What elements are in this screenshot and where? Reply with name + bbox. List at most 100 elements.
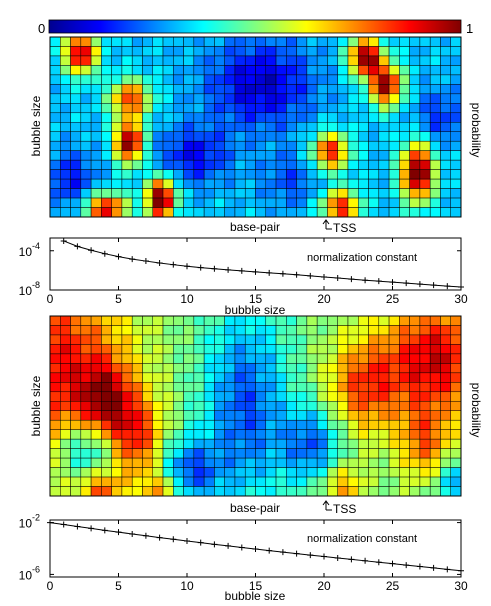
heatmap-top-cell <box>142 159 154 170</box>
heatmap-bottom-cell <box>244 344 256 355</box>
heatmap-top-cell <box>193 84 205 95</box>
heatmap-bottom-cell <box>142 401 154 411</box>
heatmap-top-cell <box>193 188 205 199</box>
heatmap-top-cell <box>101 197 112 208</box>
heatmap-top-cell <box>131 46 143 57</box>
heatmap-bottom-cell <box>80 438 92 449</box>
heatmap-bottom-cell <box>419 401 431 411</box>
heatmap-top-cell <box>440 46 451 57</box>
heatmap-top-cell <box>60 140 71 151</box>
heatmap-bottom-cell <box>450 438 462 449</box>
heatmap-top-cell <box>49 150 61 161</box>
heatmap-top-cell <box>142 103 154 114</box>
heatmap-bottom-cell <box>244 467 256 478</box>
heatmap-bottom-cell <box>224 429 236 440</box>
heatmap-bottom-cell <box>80 391 92 402</box>
normalization-plot-bottom-title: normalization constant <box>307 533 417 545</box>
heatmap-bottom-cell <box>316 401 328 411</box>
heatmap-top-cell <box>409 122 421 132</box>
heatmap-bottom-cell <box>173 429 184 440</box>
heatmap-bottom-cell <box>388 457 400 468</box>
normalization-plot-top-point <box>170 261 177 268</box>
heatmap-top-cell <box>162 122 174 132</box>
heatmap-bottom-cell <box>244 410 256 421</box>
heatmap-top-cell <box>111 159 123 170</box>
heatmap-top-cell <box>440 140 451 151</box>
heatmap-bottom-cell <box>49 344 61 355</box>
heatmap-bottom-cell <box>162 315 174 326</box>
heatmap-bottom-cell <box>399 476 410 487</box>
heatmap-bottom-cell <box>358 344 369 355</box>
heatmap-top-cell <box>101 122 112 132</box>
heatmap-top-cell <box>275 207 287 218</box>
heatmap-top-cell <box>358 188 369 199</box>
heatmap-bottom-cell <box>440 438 451 449</box>
heatmap-top-cell <box>429 103 441 114</box>
heatmap-top-cell <box>399 46 410 57</box>
heatmap-top-cell <box>429 36 441 47</box>
heatmap-bottom-cell <box>193 410 205 421</box>
heatmap-top-cell <box>173 159 184 170</box>
heatmap-top-cell <box>255 65 267 76</box>
heatmap-bottom-cell <box>224 382 236 393</box>
heatmap-top-cell <box>296 131 308 142</box>
heatmap-bottom-cell <box>131 363 143 374</box>
heatmap-bottom-cell <box>80 457 92 468</box>
heatmap-top-cell <box>90 188 102 199</box>
heatmap-bottom-cell <box>131 315 143 326</box>
heatmap-bottom-cell <box>378 344 390 355</box>
heatmap-top-cell <box>142 131 154 142</box>
heatmap-bottom-cell <box>49 486 61 497</box>
heatmap-top-cell <box>203 207 215 218</box>
heatmap-top-cell <box>142 93 154 104</box>
heatmap-top-cell <box>327 169 338 180</box>
heatmap-bottom-cell <box>419 457 431 468</box>
heatmap-bottom-cell <box>368 410 380 421</box>
heatmap-top-cell <box>286 169 297 180</box>
heatmap-bottom-cell <box>203 391 215 402</box>
heatmap-bottom-cell <box>121 391 133 402</box>
heatmap-top-cell <box>162 207 174 218</box>
heatmap-top-cell <box>316 188 328 199</box>
heatmap-top-cell <box>214 169 225 180</box>
heatmap-top-cell <box>255 169 267 180</box>
heatmap-top-cell <box>121 150 133 161</box>
heatmap-top-cell <box>162 55 174 66</box>
heatmap-top-cell <box>244 103 256 114</box>
heatmap-top-cell <box>90 84 102 95</box>
heatmap-top-cell <box>173 46 184 57</box>
heatmap-bottom-cell <box>286 429 297 440</box>
heatmap-bottom-cell <box>193 419 205 430</box>
heatmap-top-cell <box>203 55 215 66</box>
heatmap-bottom-cell <box>60 401 71 411</box>
heatmap-top-cell <box>49 65 61 76</box>
heatmap-bottom-cell <box>255 476 267 487</box>
heatmap-bottom-cell <box>60 429 71 440</box>
heatmap-top-cell <box>440 93 451 104</box>
heatmap-top-cell <box>234 159 246 170</box>
heatmap-bottom-cell <box>131 382 143 393</box>
heatmap-top-cell <box>49 140 61 151</box>
heatmap-top-cell <box>450 197 462 208</box>
heatmap-bottom-cell <box>203 410 215 421</box>
heatmap-bottom-cell <box>90 410 102 421</box>
heatmap-bottom-cell <box>121 419 133 430</box>
heatmap-top-cell <box>306 197 318 208</box>
heatmap-bottom-cell <box>388 344 400 355</box>
heatmap-bottom-cell <box>358 382 369 393</box>
heatmap-bottom-cell <box>378 325 390 336</box>
heatmap-bottom-cell <box>234 429 246 440</box>
heatmap-top-cell <box>203 112 215 123</box>
heatmap-top-cell <box>111 36 123 47</box>
heatmap-bottom-cell <box>162 486 174 497</box>
heatmap-bottom-cell <box>440 315 451 326</box>
heatmap-bottom-cell <box>70 344 82 355</box>
heatmap-bottom-cell <box>419 486 431 497</box>
heatmap-top-cell <box>90 46 102 57</box>
heatmap-bottom-cell <box>60 315 71 326</box>
heatmap-top-cell <box>316 140 328 151</box>
heatmap-top-cell <box>347 84 359 95</box>
heatmap-top-cell <box>378 46 390 57</box>
heatmap-top-cell <box>327 150 338 161</box>
heatmap-top-cell <box>162 140 174 151</box>
